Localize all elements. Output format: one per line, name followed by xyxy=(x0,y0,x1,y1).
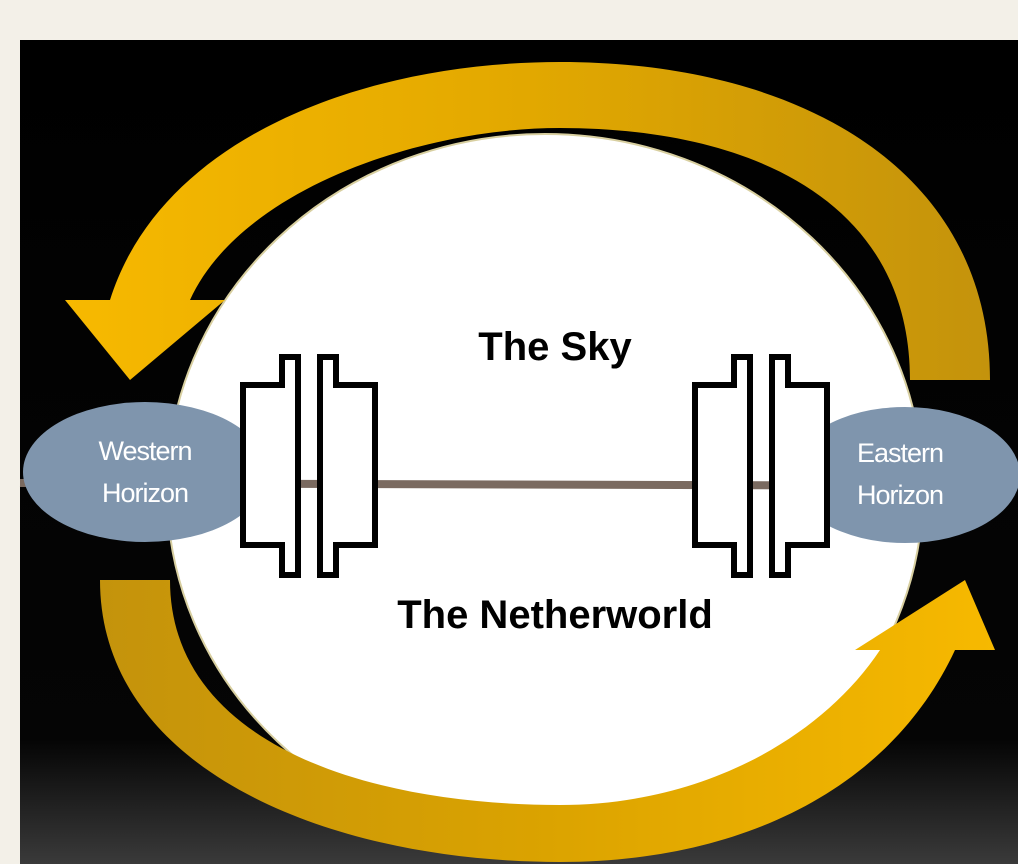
region-label: The Sky xyxy=(478,325,632,369)
horizon-label: Eastern xyxy=(857,438,943,468)
horizon-label: Western xyxy=(98,436,191,466)
gate-door xyxy=(772,357,827,575)
page: The Sky The Netherworld Western Horizon … xyxy=(0,0,1018,864)
diagram: The Sky The Netherworld Western Horizon … xyxy=(0,0,1018,864)
horizon-label: Horizon xyxy=(857,480,943,510)
gate-door xyxy=(695,357,750,575)
region-label: The Netherworld xyxy=(397,593,713,637)
gate-door xyxy=(243,357,298,575)
western-horizon xyxy=(23,402,267,542)
gate-door xyxy=(320,357,375,575)
horizon-label: Horizon xyxy=(102,478,188,508)
